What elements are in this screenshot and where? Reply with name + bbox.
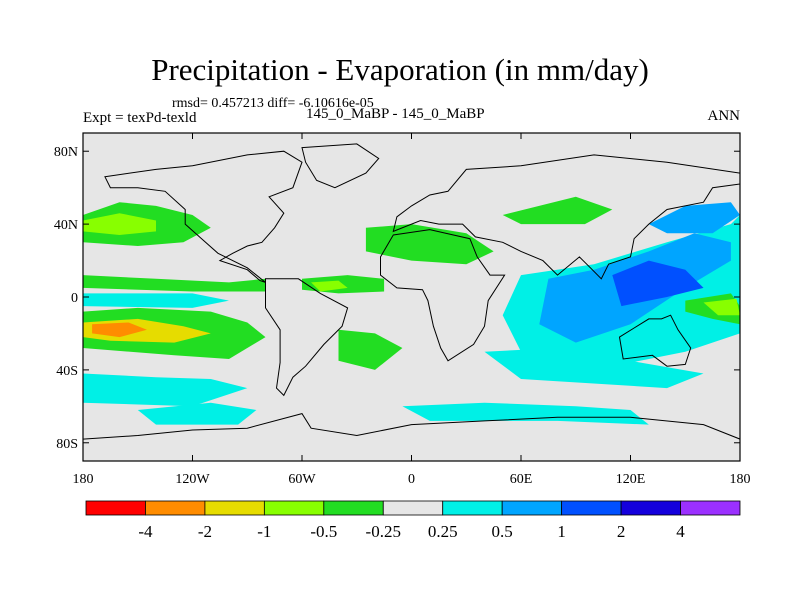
colorbar-label-4: -0.25 <box>366 522 401 541</box>
axis-ticks: 180 120W 60W 0 60E 120E 180 80N 40N 0 40S 80S <box>54 133 751 487</box>
field-region-18 <box>648 202 740 234</box>
coastline-antarctica <box>83 413 740 461</box>
colorbar-label-0: -4 <box>138 522 153 541</box>
field-region-17 <box>612 260 704 307</box>
y-tick-label-2: 0 <box>71 291 78 306</box>
colorbar-box-5 <box>382 500 444 516</box>
field-region-21 <box>484 348 704 389</box>
colorbar-label-8: 2 <box>617 522 626 541</box>
colorbar-box-9 <box>620 500 681 516</box>
coastline-north-america <box>104 150 303 283</box>
field-region-9 <box>402 402 649 425</box>
field-region-3 <box>83 293 229 308</box>
field-region-7 <box>83 373 248 407</box>
colorbar-box-0 <box>85 500 146 516</box>
x-tick-label-6: 180 <box>730 472 751 487</box>
colorbar-label-9: 4 <box>676 522 685 541</box>
colorbar-box-6 <box>442 500 503 516</box>
field-region-12 <box>311 280 348 292</box>
field-region-20 <box>703 298 740 316</box>
colorbar-box-4 <box>323 500 384 516</box>
map-title: Precipitation - Evaporation (in mm/day) <box>151 52 649 87</box>
colorbar-label-7: 1 <box>557 522 566 541</box>
coastline-australia <box>618 314 692 367</box>
coastline-greenland <box>301 143 380 189</box>
colorbar-label-1: -2 <box>198 522 212 541</box>
coastline-south-america <box>265 278 349 397</box>
colorbar-box-10 <box>680 500 741 516</box>
field-region-2 <box>83 275 266 292</box>
x-tick-label-0: 180 <box>73 472 94 487</box>
y-tick-label-1: 40N <box>54 218 78 233</box>
colorbar-box-2 <box>204 500 265 516</box>
colorbar: -4 -2 -1 -0.5 -0.25 0.25 0.5 1 2 4 <box>85 500 741 541</box>
colorbar-label-5: 0.25 <box>428 522 458 541</box>
field-region-10 <box>338 329 403 370</box>
coastline-layer <box>83 143 740 461</box>
colorbar-box-8 <box>561 500 622 516</box>
x-tick-label-5: 120E <box>616 472 646 487</box>
x-tick-label-1: 120W <box>175 472 210 487</box>
y-tick-label-3: 40S <box>56 364 78 379</box>
colorbar-box-3 <box>263 500 325 516</box>
experiment-label: Expt = texPd-texld <box>83 110 197 126</box>
coastline-eurasia <box>392 154 740 280</box>
field-region-8 <box>137 402 257 425</box>
field-region-1 <box>83 213 156 235</box>
colorbar-label-2: -1 <box>257 522 271 541</box>
y-tick-label-4: 80S <box>56 437 78 452</box>
field-region-6 <box>92 322 147 338</box>
colorbar-label-3: -0.5 <box>310 522 337 541</box>
x-tick-label-3: 0 <box>408 472 415 487</box>
y-tick-label-0: 80N <box>54 145 78 160</box>
colorbar-box-7 <box>501 500 563 516</box>
x-tick-label-2: 60W <box>288 472 316 487</box>
field-layer <box>83 196 740 425</box>
season-label: ANN <box>707 108 741 124</box>
coastline-africa <box>380 229 506 362</box>
statistics-label: rmsd= 0.457213 diff= -6.10616e-05 <box>172 96 374 111</box>
field-region-14 <box>502 196 613 225</box>
x-tick-label-4: 60E <box>510 472 533 487</box>
colorbar-box-1 <box>145 500 206 516</box>
period-label: 145_0_MaBP - 145_0_MaBP <box>306 106 485 122</box>
colorbar-label-6: 0.5 <box>492 522 513 541</box>
